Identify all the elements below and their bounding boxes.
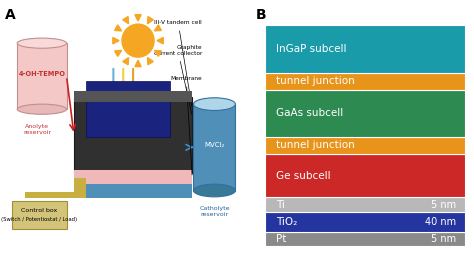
Text: III-V tandem cell: III-V tandem cell	[155, 20, 202, 106]
Text: 5 nm: 5 nm	[431, 234, 456, 244]
Text: 40 nm: 40 nm	[425, 217, 456, 227]
Bar	[264, 137, 465, 154]
Polygon shape	[115, 50, 122, 56]
Bar	[264, 73, 465, 89]
Circle shape	[122, 24, 154, 57]
Text: tunnel junction: tunnel junction	[276, 140, 355, 150]
Text: tunnel junction: tunnel junction	[276, 76, 355, 86]
Text: Control box: Control box	[21, 208, 57, 213]
Text: Anolyte
reservoir: Anolyte reservoir	[23, 124, 51, 135]
Bar	[264, 232, 465, 246]
Polygon shape	[147, 17, 153, 24]
Polygon shape	[157, 37, 163, 44]
Polygon shape	[135, 15, 141, 21]
Text: Membrane: Membrane	[170, 76, 202, 175]
Bar	[86, 81, 170, 137]
Ellipse shape	[193, 98, 236, 110]
Polygon shape	[155, 51, 162, 56]
Bar	[264, 154, 465, 197]
Bar	[12, 201, 66, 229]
Bar	[25, 192, 74, 198]
Text: A: A	[5, 8, 16, 22]
Ellipse shape	[193, 184, 236, 197]
Text: Graphite
current collector: Graphite current collector	[154, 45, 202, 114]
Polygon shape	[135, 60, 141, 67]
Bar	[264, 197, 465, 212]
Text: 4-OH-TEMPO: 4-OH-TEMPO	[18, 71, 65, 77]
Polygon shape	[123, 58, 128, 65]
Polygon shape	[147, 58, 153, 65]
Bar	[193, 104, 236, 190]
Bar	[74, 184, 192, 198]
Ellipse shape	[17, 104, 66, 114]
Bar	[74, 91, 192, 102]
Polygon shape	[123, 17, 128, 24]
Text: 5 nm: 5 nm	[431, 200, 456, 210]
Bar	[17, 43, 66, 109]
Text: MVCl₂: MVCl₂	[204, 142, 225, 148]
Text: TiO₂: TiO₂	[276, 217, 297, 227]
Bar	[264, 212, 465, 232]
Bar	[264, 89, 465, 137]
Text: Pt: Pt	[276, 234, 286, 244]
Polygon shape	[113, 37, 119, 44]
Text: Ti: Ti	[276, 200, 285, 210]
Text: GaAs subcell: GaAs subcell	[276, 108, 343, 118]
Text: Catholyte
reservoir: Catholyte reservoir	[199, 206, 230, 217]
Polygon shape	[155, 25, 162, 31]
Bar	[264, 25, 465, 73]
Bar	[74, 170, 192, 185]
Bar	[74, 97, 192, 173]
Bar	[74, 178, 86, 198]
Ellipse shape	[17, 38, 66, 48]
Polygon shape	[115, 25, 122, 31]
Text: InGaP subcell: InGaP subcell	[276, 44, 346, 54]
Text: (Switch / Potentiostat / Load): (Switch / Potentiostat / Load)	[1, 217, 78, 222]
Text: B: B	[255, 8, 266, 22]
Text: Ge subcell: Ge subcell	[276, 170, 331, 181]
